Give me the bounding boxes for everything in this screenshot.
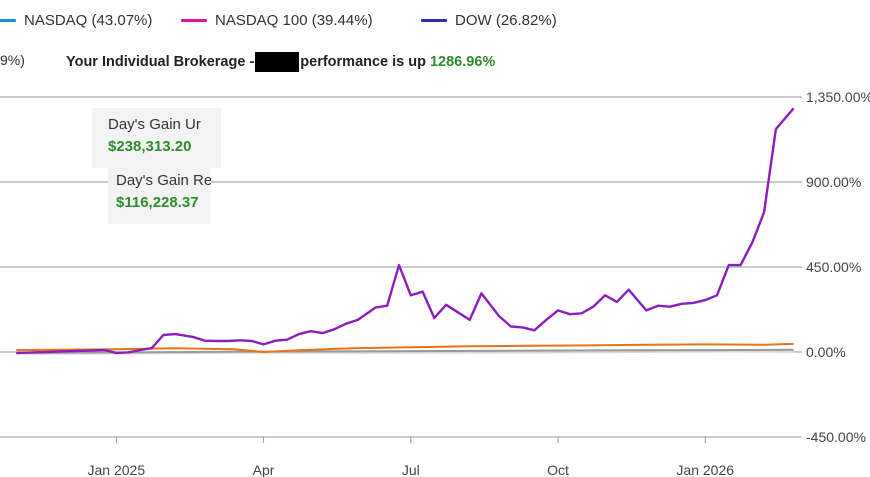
series-line-portfolio — [16, 107, 795, 355]
y-tick-label: 450.00% — [806, 259, 861, 275]
x-tick-label: Jan 2025 — [88, 462, 146, 477]
y-tick-label: 1,350.00% — [806, 89, 870, 105]
tooltip-day-gain-unrealized: Day's Gain Ur $238,313.20 — [92, 108, 221, 168]
x-tick-label: Oct — [547, 462, 569, 477]
x-tick-label: Jan 2026 — [676, 462, 734, 477]
legend-item-nasdaq-100[interactable]: NASDAQ 100 (39.44%) — [181, 12, 373, 29]
series-line-index-a — [16, 348, 794, 354]
legend-label: NASDAQ 100 (39.44%) — [215, 12, 373, 29]
tooltip-day-gain-realized: Day's Gain Re $116,228.37 — [108, 164, 211, 224]
legend-label: NASDAQ (43.07%) — [24, 12, 153, 29]
line-swatch-icon — [421, 19, 447, 22]
tooltip-label: Day's Gain Re — [116, 172, 211, 189]
y-tick-label: 0.00% — [806, 344, 846, 360]
performance-text-after: performance is up — [300, 54, 426, 70]
legend-label: DOW (26.82%) — [455, 12, 557, 29]
tooltip-label: Day's Gain Ur — [108, 116, 201, 133]
x-tick-label: Apr — [253, 462, 275, 477]
legend-item-dow[interactable]: DOW (26.82%) — [421, 12, 557, 29]
series-line-benchmark — [16, 342, 794, 353]
tooltip-value: $238,313.20 — [108, 138, 192, 155]
performance-summary: Your Individual Brokerage - performance i… — [66, 52, 495, 72]
redacted-block — [255, 52, 300, 72]
x-tick-label: Jul — [402, 462, 420, 477]
line-swatch-icon — [0, 19, 16, 22]
tooltip-value: $116,228.37 — [116, 194, 199, 211]
line-swatch-icon — [181, 19, 207, 22]
performance-text-before: Your Individual Brokerage - — [66, 54, 255, 70]
performance-value: 1286.96% — [429, 54, 496, 70]
legend-fragment: 9%) — [0, 52, 25, 68]
y-tick-label: -450.00% — [806, 429, 866, 445]
legend-item-nasdaq[interactable]: NASDAQ (43.07%) — [0, 12, 152, 29]
y-tick-label: 900.00% — [806, 174, 861, 190]
